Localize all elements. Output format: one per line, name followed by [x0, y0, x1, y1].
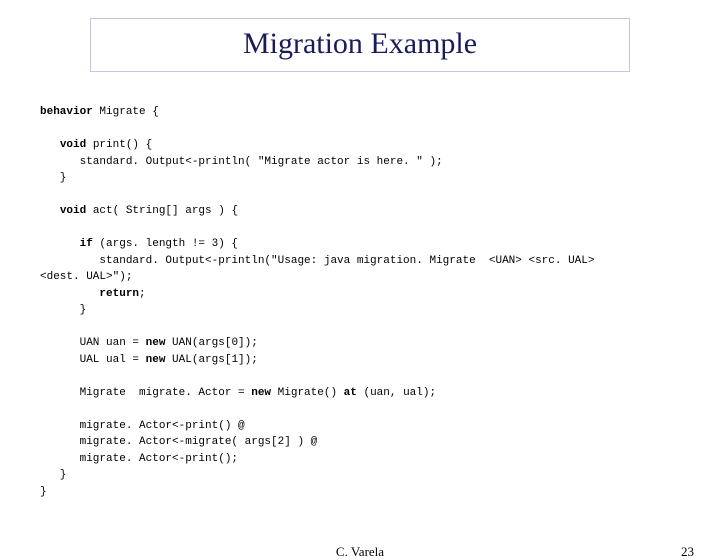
- code-kw: void: [60, 139, 86, 151]
- code-kw: new: [146, 354, 166, 366]
- code-kw: if: [80, 238, 93, 250]
- code-text: standard. Output<-println("Usage: java m…: [40, 255, 601, 267]
- code-kw: at: [344, 387, 357, 399]
- code-kw: new: [251, 387, 271, 399]
- code-block: behavior Migrate { void print() { standa…: [40, 104, 690, 500]
- code-text: Migrate migrate. Actor =: [40, 387, 251, 399]
- title-container: Migration Example: [90, 18, 630, 72]
- code-text: Migrate {: [93, 106, 159, 118]
- code-text: print() {: [86, 139, 152, 151]
- code-text: (uan, ual);: [357, 387, 436, 399]
- code-text: UAN uan =: [40, 337, 146, 349]
- code-text: migrate. Actor<-migrate( args[2] ) @: [40, 436, 317, 448]
- code-text: }: [40, 304, 86, 316]
- code-kw: return: [99, 288, 139, 300]
- code-text: }: [40, 469, 66, 481]
- code-text: Migrate(): [271, 387, 344, 399]
- code-text: <dest. UAL>");: [40, 271, 132, 283]
- code-text: migrate. Actor<-print() @: [40, 420, 245, 432]
- code-text: }: [40, 486, 47, 498]
- slide-title: Migration Example: [91, 27, 629, 61]
- footer-author: C. Varela: [0, 544, 720, 560]
- code-text: act( String[] args ) {: [86, 205, 238, 217]
- code-text: UAN(args[0]);: [165, 337, 257, 349]
- code-text: (args. length != 3) {: [93, 238, 238, 250]
- code-text: UAL ual =: [40, 354, 146, 366]
- code-kw: behavior: [40, 106, 93, 118]
- code-text: migrate. Actor<-print();: [40, 453, 238, 465]
- footer-page-number: 23: [681, 544, 694, 560]
- code-text: ;: [139, 288, 146, 300]
- code-kw: new: [146, 337, 166, 349]
- code-text: standard. Output<-println( "Migrate acto…: [40, 156, 443, 168]
- code-kw: void: [60, 205, 86, 217]
- code-text: }: [40, 172, 66, 184]
- code-text: UAL(args[1]);: [165, 354, 257, 366]
